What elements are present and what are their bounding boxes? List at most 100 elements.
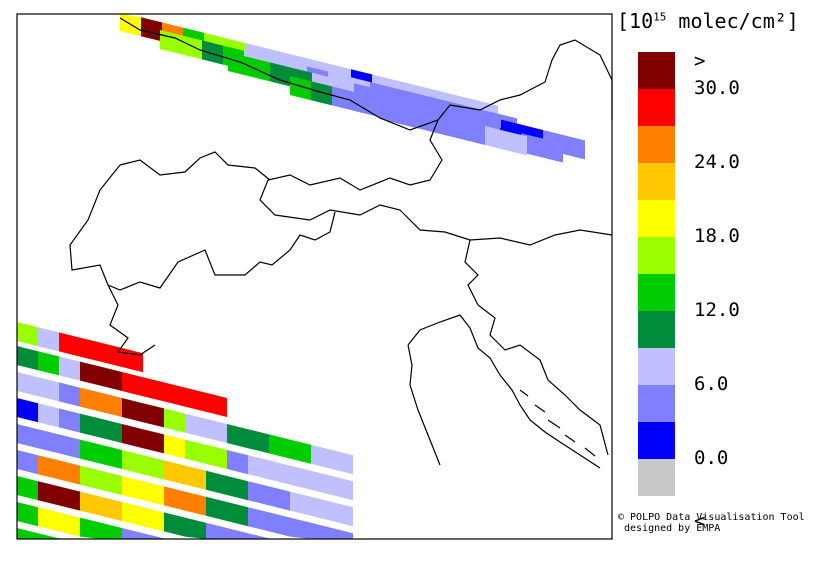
colorbar-swatch — [638, 459, 675, 496]
swath-pixel — [17, 346, 38, 371]
credit-line-2: designed by EMPA — [624, 523, 721, 534]
swath-pixel — [443, 115, 464, 140]
swath-pixel — [269, 512, 290, 537]
colorbar-tick-label: 12.0 — [694, 299, 740, 321]
swath-pixel — [122, 528, 143, 539]
swath-pixel — [164, 434, 185, 459]
colorbar-tick-label: 24.0 — [694, 151, 740, 173]
swath-pixel — [227, 424, 248, 449]
swath-pixel — [143, 455, 164, 480]
swath-pixel — [206, 444, 227, 469]
credit-text: © POLPO Data Visualisation Tool designed… — [618, 512, 805, 534]
swath-pixel — [80, 491, 101, 516]
border-germany-austria — [119, 17, 613, 131]
swath-pixel — [59, 512, 80, 537]
swath-pixel — [185, 517, 206, 539]
colorbar-tick-label: 0.0 — [694, 447, 729, 469]
colorbar-swatch — [638, 200, 675, 237]
coastline-islands — [519, 389, 596, 457]
swath-pixel — [185, 491, 206, 516]
swath-pixel — [101, 470, 122, 495]
swath-pixel — [290, 465, 311, 490]
swath-pixel — [206, 470, 227, 495]
country-borders — [69, 17, 613, 469]
swath-pixel — [164, 460, 185, 485]
swath-pixel — [101, 392, 122, 417]
swath-pixel — [248, 455, 269, 480]
swath-pixel — [141, 17, 162, 42]
swath-pixel — [228, 52, 249, 77]
colorbar-swatch — [638, 126, 675, 163]
swath-pixel — [185, 413, 206, 438]
swath-pixel — [206, 496, 227, 521]
swath-pixel — [542, 138, 563, 163]
swath-pixel — [206, 418, 227, 443]
swath-pixel — [353, 91, 374, 116]
swath-pixel — [143, 429, 164, 454]
swath-pixel — [143, 533, 164, 539]
swath-pixel — [185, 387, 206, 412]
swath-pixel — [122, 424, 143, 449]
border-france-italy — [107, 284, 156, 356]
swath-pixel — [80, 413, 101, 438]
colorbar-tick-label: > — [694, 50, 706, 72]
colorbar-units: [1015 molec/cm²] — [617, 9, 799, 33]
swath-pixel — [59, 356, 80, 381]
swath-pixel — [269, 460, 290, 485]
swath-pixel — [101, 444, 122, 469]
swath-pixel — [227, 502, 248, 527]
swath-pixel — [59, 382, 80, 407]
swath-pixel — [202, 40, 223, 65]
swath-pixel — [59, 332, 80, 357]
swath-pixel — [311, 496, 332, 521]
swath-pixel — [248, 481, 269, 506]
swath-pixel — [164, 408, 185, 433]
swath-pixel — [311, 444, 332, 469]
swath-pixel — [185, 465, 206, 490]
swath-pixel — [122, 502, 143, 527]
swath-pixel — [101, 522, 122, 539]
swath-pixel — [332, 502, 353, 527]
swath-pixel — [38, 507, 59, 532]
swath-pixel — [206, 522, 227, 539]
swath-pixel — [122, 348, 143, 373]
colorbar-swatch — [638, 163, 675, 200]
swath-pixel — [38, 403, 59, 428]
swath-pixel — [80, 387, 101, 412]
swath-pixel — [185, 439, 206, 464]
swath-pixel — [38, 377, 59, 402]
swath-pixel — [164, 486, 185, 511]
swath-pixel — [17, 372, 38, 397]
swath-pixel — [290, 517, 311, 539]
swath-pixel — [227, 528, 248, 539]
swath-pixel — [17, 450, 38, 475]
swath-pixel — [143, 507, 164, 532]
border-swiss — [69, 151, 336, 291]
swath-pixel — [122, 372, 143, 397]
swath-pixel — [248, 507, 269, 532]
swath-pixel — [143, 403, 164, 428]
swath-pixel — [332, 476, 353, 501]
swath-pixel — [290, 439, 311, 464]
swath-pixel — [38, 429, 59, 454]
swath-pixel — [80, 439, 101, 464]
swath-pixel — [80, 465, 101, 490]
swath-pixel — [80, 517, 101, 539]
swath-pixel — [143, 377, 164, 402]
swath-pixel — [38, 327, 59, 352]
swath-pixel — [120, 14, 141, 37]
swath-pixel — [464, 120, 485, 145]
swath-pixel — [59, 460, 80, 485]
swath-pixel — [380, 100, 401, 125]
colorbar-swatch — [638, 52, 675, 89]
map-frame — [16, 13, 613, 540]
swath-pixel — [332, 528, 353, 539]
swath-pixel — [17, 322, 38, 347]
swath-pixel — [332, 450, 353, 475]
colorbar-tick-label: 6.0 — [694, 373, 729, 395]
swath-pixel — [38, 481, 59, 506]
swath-pixel — [80, 361, 101, 386]
swath-pixel — [227, 450, 248, 475]
colorbar-swatch — [638, 237, 675, 274]
swath-pixel — [311, 470, 332, 495]
